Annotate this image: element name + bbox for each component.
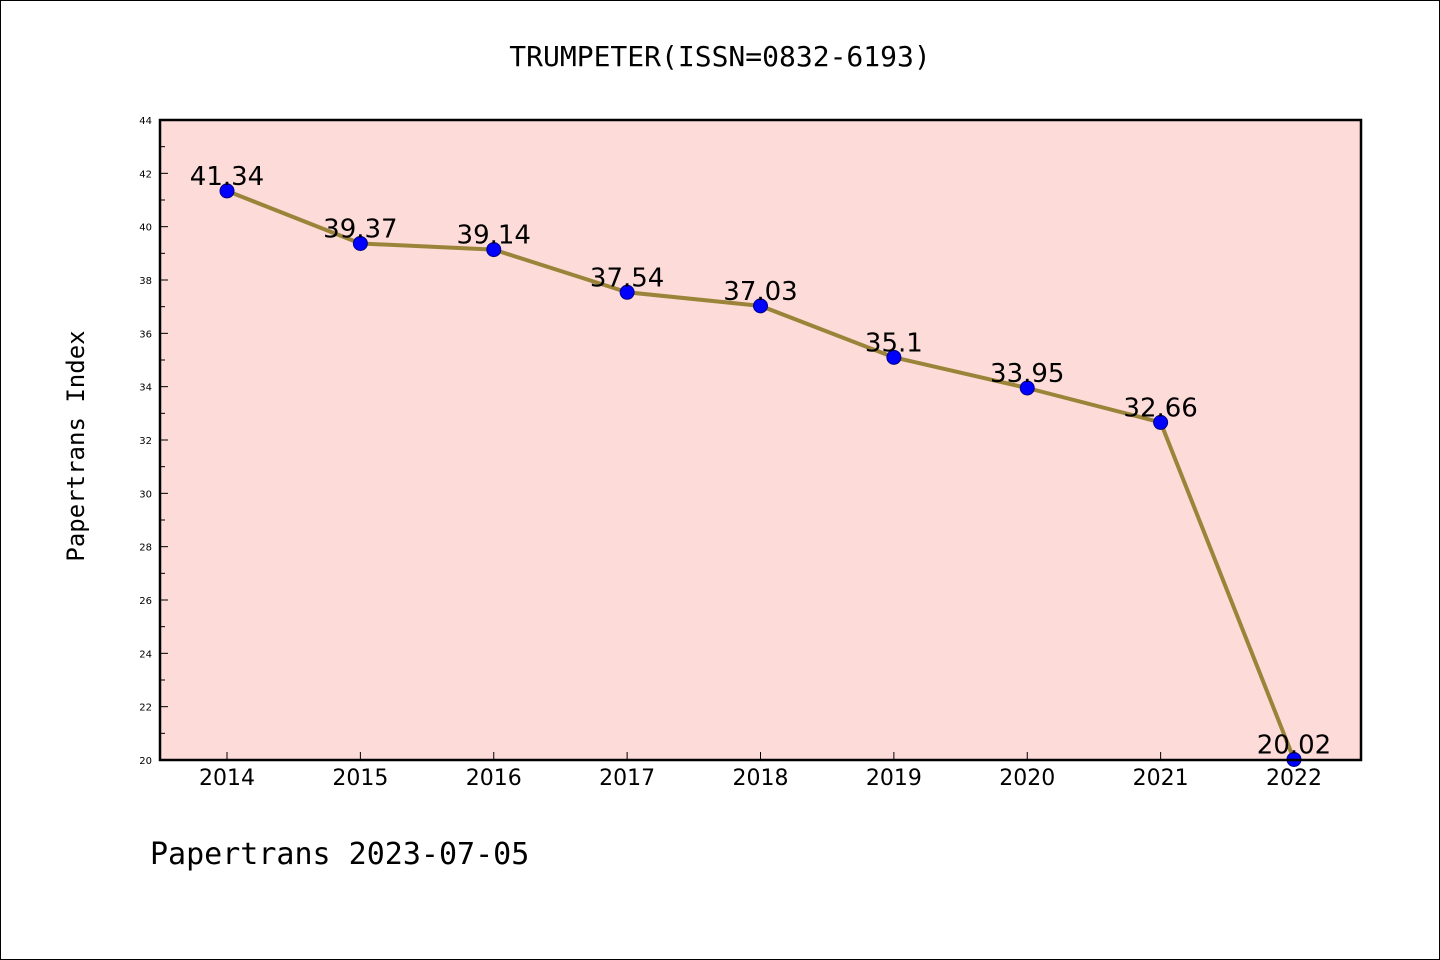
plot-area	[160, 120, 1361, 760]
plot-border	[158, 118, 1363, 762]
y-tick-label: 34	[139, 383, 152, 394]
data-point	[219, 183, 235, 199]
data-label: 37.54	[590, 263, 664, 293]
x-tick-label: 2021	[1133, 766, 1189, 791]
data-label: 33.95	[990, 359, 1064, 389]
y-tick-label: 20	[139, 756, 152, 767]
footer-credit: Papertrans 2023-07-05	[150, 837, 529, 872]
data-label: 20.02	[1257, 730, 1331, 760]
data-label: 37.03	[723, 277, 797, 307]
y-tick-label: 44	[139, 116, 152, 127]
data-label: 35.1	[865, 328, 923, 358]
data-label: 39.37	[323, 214, 397, 244]
y-tick-label: 36	[139, 329, 152, 340]
data-label: 39.14	[457, 221, 531, 251]
data-labels: 41.34 39.37 39.14 37.54 37.03 35.1 33.95 32.66 2…	[190, 162, 1331, 761]
data-point	[886, 349, 902, 365]
y-tick-label: 28	[139, 543, 152, 554]
x-tick-label: 2022	[1266, 766, 1322, 791]
data-point	[1153, 414, 1169, 430]
data-point	[619, 284, 635, 300]
y-tick-label: 32	[139, 436, 152, 447]
x-tick-label: 2014	[199, 766, 255, 791]
y-tick-label: 38	[139, 276, 152, 287]
y-tick-label: 30	[139, 489, 152, 500]
chart-title: TRUMPETER(ISSN=0832-6193)	[509, 40, 930, 73]
x-tick-label: 2019	[866, 766, 922, 791]
data-point	[352, 235, 368, 251]
y-tick-label: 24	[139, 649, 152, 660]
data-point	[1019, 380, 1035, 396]
y-tick-label: 42	[139, 169, 152, 180]
x-axis: 2014 2015 2016 2017 2018 2019 2020 2021 2022	[199, 752, 1322, 791]
data-label: 41.34	[190, 162, 264, 192]
x-tick-label: 2016	[466, 766, 522, 791]
y-axis-label: Papertrans Index	[62, 330, 90, 561]
x-tick-label: 2017	[599, 766, 655, 791]
data-label: 32.66	[1123, 393, 1197, 423]
x-tick-label: 2020	[999, 766, 1055, 791]
data-point	[486, 242, 502, 258]
x-tick-label: 2015	[332, 766, 388, 791]
data-point	[753, 298, 768, 314]
x-tick-label: 2018	[733, 766, 789, 791]
y-tick-label: 22	[139, 703, 152, 714]
y-tick-label: 40	[139, 223, 152, 234]
series-markers	[219, 183, 1302, 767]
y-tick-label: 26	[139, 596, 152, 607]
